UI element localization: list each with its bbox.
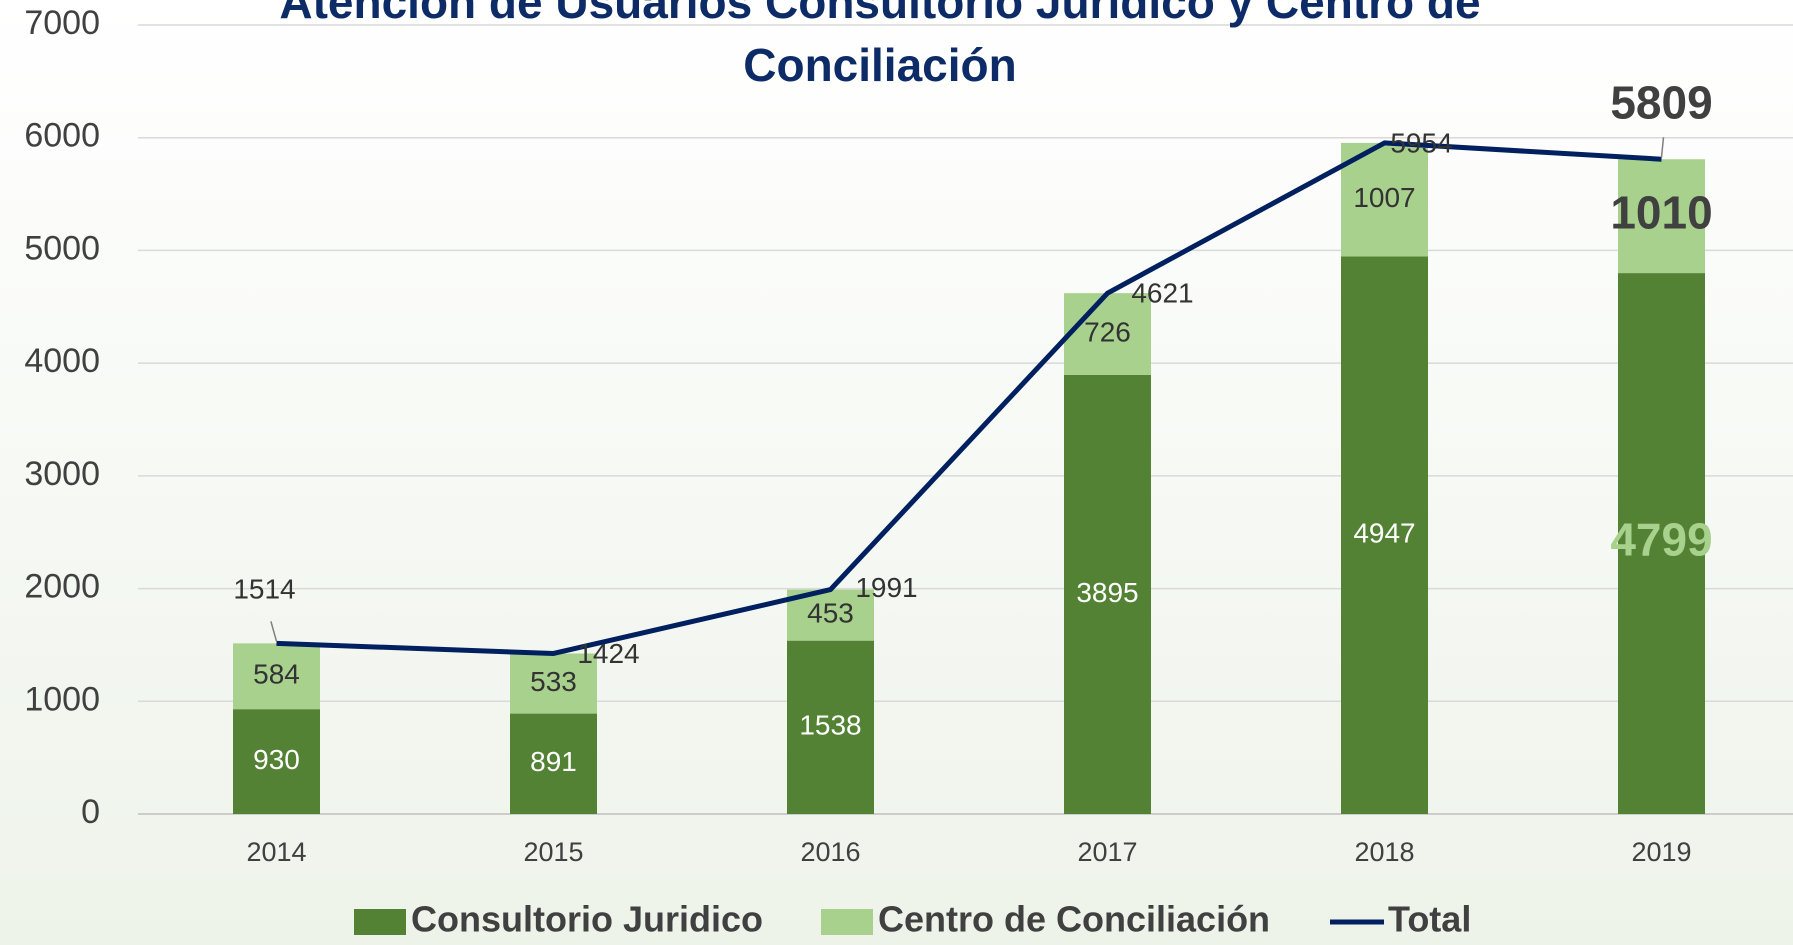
bar <box>1064 293 1151 375</box>
bar <box>510 653 597 714</box>
labels: 0 1000 2000 3000 4000 5000 6000 7000 2014 930 584 2… <box>24 4 1712 940</box>
y-tick-label: 6000 <box>24 117 100 155</box>
y-tick-label: 4000 <box>24 342 100 380</box>
marks <box>233 140 1705 815</box>
legend-label: Centro de Conciliación <box>878 899 1270 940</box>
bar <box>1064 374 1151 814</box>
data-label: 1514 <box>233 574 295 605</box>
data-label: 3895 <box>1076 577 1138 608</box>
legend-swatch <box>821 909 873 935</box>
data-label: 930 <box>253 744 300 775</box>
bar <box>787 640 874 814</box>
data-label: 1007 <box>1353 182 1415 213</box>
y-tick-label: 1000 <box>24 680 100 718</box>
data-label: 1991 <box>855 572 917 603</box>
x-tick-label: 2015 <box>523 837 583 867</box>
bar <box>1341 256 1428 814</box>
data-label: 5809 <box>1610 76 1712 128</box>
line <box>276 140 1662 656</box>
x-tick-label: 2018 <box>1354 837 1414 867</box>
x-tick-label: 2017 <box>1077 837 1137 867</box>
leader-line <box>1660 137 1665 158</box>
legend-swatch <box>354 909 406 935</box>
bar <box>233 643 320 710</box>
bar <box>1618 273 1705 815</box>
legend-label: Total <box>1388 899 1471 940</box>
y-tick-label: 7000 <box>24 4 100 42</box>
data-label: 533 <box>530 666 577 697</box>
data-label: 4799 <box>1610 514 1712 566</box>
chart-title: Atención de Usuarios Consultorio Jurídic… <box>279 0 1480 91</box>
data-label: 891 <box>530 746 577 777</box>
leader-line <box>270 621 278 642</box>
grid <box>138 24 1793 815</box>
bar <box>1341 142 1428 257</box>
x-tick-label: 2016 <box>800 837 860 867</box>
data-label: 5954 <box>1390 127 1452 158</box>
x-tick-label: 2019 <box>1631 837 1691 867</box>
title-line: Conciliación <box>743 39 1016 91</box>
data-label: 1424 <box>577 638 639 669</box>
data-label: 1538 <box>799 710 861 741</box>
y-tick-label: 5000 <box>24 229 100 267</box>
y-tick-label: 0 <box>81 793 100 831</box>
data-label: 4947 <box>1353 518 1415 549</box>
data-label: 1010 <box>1610 186 1712 238</box>
data-label: 4621 <box>1131 278 1193 309</box>
bar <box>1618 159 1705 274</box>
data-label: 726 <box>1084 316 1131 347</box>
title-line: Atención de Usuarios Consultorio Jurídic… <box>279 0 1480 28</box>
data-label: 584 <box>253 659 300 690</box>
bar <box>233 709 320 814</box>
y-tick-label: 2000 <box>24 568 100 606</box>
data-label: 453 <box>807 598 854 629</box>
bar <box>510 713 597 814</box>
y-tick-label: 3000 <box>24 455 100 493</box>
legend-label: Consultorio Juridico <box>411 899 763 940</box>
x-tick-label: 2014 <box>246 837 306 867</box>
